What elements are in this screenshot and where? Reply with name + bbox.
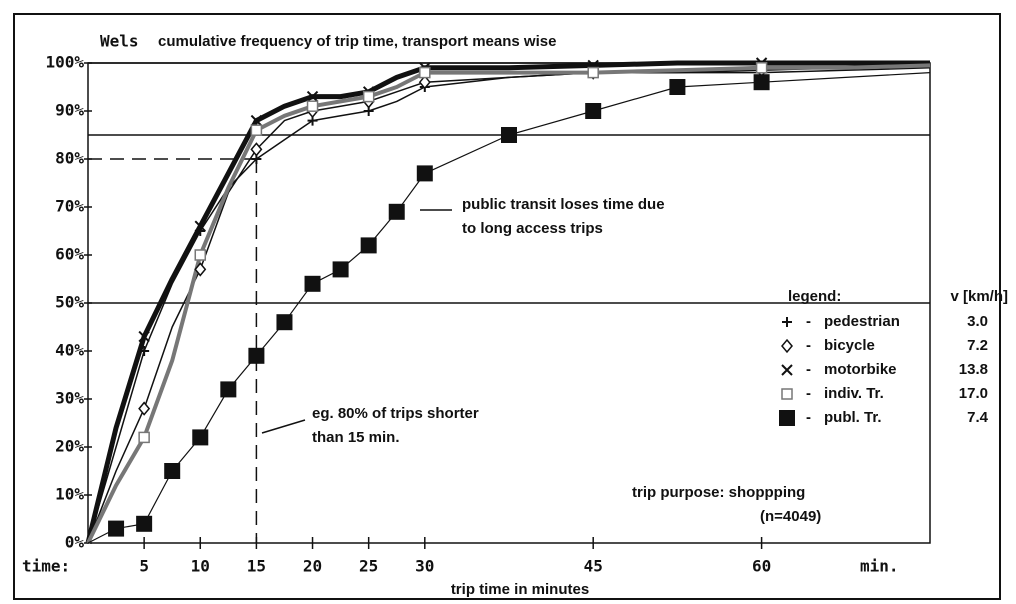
legend-dash: -: [806, 409, 811, 426]
marker: [587, 66, 599, 79]
marker: [138, 401, 151, 416]
chart-title: cumulative frequency of trip time, trans…: [158, 33, 556, 50]
legend-marker: [781, 338, 793, 354]
marker: [306, 100, 319, 112]
marker: [138, 330, 150, 343]
marker: [388, 203, 405, 220]
y-tick-label: 80%: [55, 149, 84, 168]
y-tick-label: 90%: [55, 101, 84, 120]
y-tick-label: 70%: [55, 197, 84, 216]
marker: [360, 237, 377, 254]
marker: [585, 103, 602, 119]
marker: [248, 347, 265, 364]
series-line: [87, 67, 930, 544]
y-tick-label: 60%: [55, 245, 84, 264]
marker: [139, 346, 150, 356]
legend-marker: [781, 364, 793, 376]
legend-dash: -: [806, 313, 811, 330]
x-axis-label: trip time in minutes: [451, 581, 589, 598]
marker: [138, 431, 150, 444]
legend-marker: [781, 388, 793, 400]
annotation: than 15 min.: [312, 429, 400, 446]
marker: [250, 142, 263, 157]
series-line: [85, 60, 930, 544]
x-unit-label: min.: [860, 557, 899, 576]
marker: [753, 74, 770, 91]
leader-line: [261, 419, 306, 434]
marker: [306, 90, 319, 103]
y-tick-label: 30%: [55, 389, 84, 408]
legend-label: indiv. Tr.: [824, 385, 884, 402]
marker: [220, 381, 237, 398]
marker: [108, 520, 125, 537]
y-tick-label: 50%: [55, 293, 84, 312]
x-tick-label: 10: [191, 557, 210, 576]
x-start-label: time:: [22, 557, 70, 576]
x-tick-label: 20: [303, 557, 322, 576]
legend-marker: [782, 317, 792, 327]
marker: [419, 66, 431, 79]
annotation: (n=4049): [760, 508, 821, 525]
legend-speed: 3.0: [967, 313, 988, 330]
x-tick-label: 15: [247, 557, 266, 576]
legend-title: legend:: [788, 288, 841, 305]
legend-label: pedestrian: [824, 313, 900, 330]
annotation: public transit loses time due: [462, 196, 665, 213]
x-tick-label: 45: [584, 557, 603, 576]
chart-tag: Wels: [100, 32, 139, 51]
annotation: trip purpose: shoppping: [632, 484, 805, 501]
legend-unit: v [km/h]: [950, 288, 1008, 305]
legend-dash: -: [806, 337, 811, 354]
marker: [192, 429, 209, 446]
legend-dash: -: [806, 361, 811, 378]
series-line: [86, 63, 931, 544]
marker: [304, 275, 321, 292]
y-tick-label: 0%: [65, 533, 85, 552]
marker: [669, 79, 686, 95]
marker: [250, 124, 263, 136]
marker: [136, 515, 153, 532]
legend-label: publ. Tr.: [824, 409, 882, 426]
marker: [416, 165, 433, 182]
annotation: eg. 80% of trips shorter: [312, 405, 479, 422]
series-line: [87, 72, 931, 544]
marker: [755, 62, 768, 74]
marker: [501, 127, 517, 143]
legend-marker: [779, 410, 795, 426]
annotation: to long access trips: [462, 220, 603, 237]
y-tick-label: 40%: [55, 341, 84, 360]
marker: [194, 262, 207, 277]
legend-dash: -: [806, 385, 811, 402]
legend-label: motorbike: [824, 361, 897, 378]
legend-label: bicycle: [824, 337, 875, 354]
legend-speed: 7.4: [967, 409, 989, 426]
legend-speed: 13.8: [959, 361, 988, 378]
legend-speed: 7.2: [967, 337, 988, 354]
marker: [362, 90, 375, 103]
legend-speed: 17.0: [959, 385, 988, 402]
y-tick-label: 20%: [55, 437, 84, 456]
x-tick-label: 60: [752, 557, 771, 576]
x-tick-label: 25: [359, 557, 378, 576]
marker: [194, 249, 207, 261]
marker: [194, 220, 206, 232]
marker: [276, 314, 293, 331]
marker: [250, 114, 263, 127]
marker: [164, 463, 181, 479]
y-tick-label: 100%: [45, 53, 84, 72]
marker: [418, 75, 431, 90]
marker: [332, 261, 349, 278]
marker: [195, 226, 206, 236]
y-tick-label: 10%: [55, 485, 84, 504]
frame: [13, 13, 1001, 600]
x-tick-label: 5: [139, 557, 149, 576]
x-tick-label: 30: [415, 557, 434, 576]
